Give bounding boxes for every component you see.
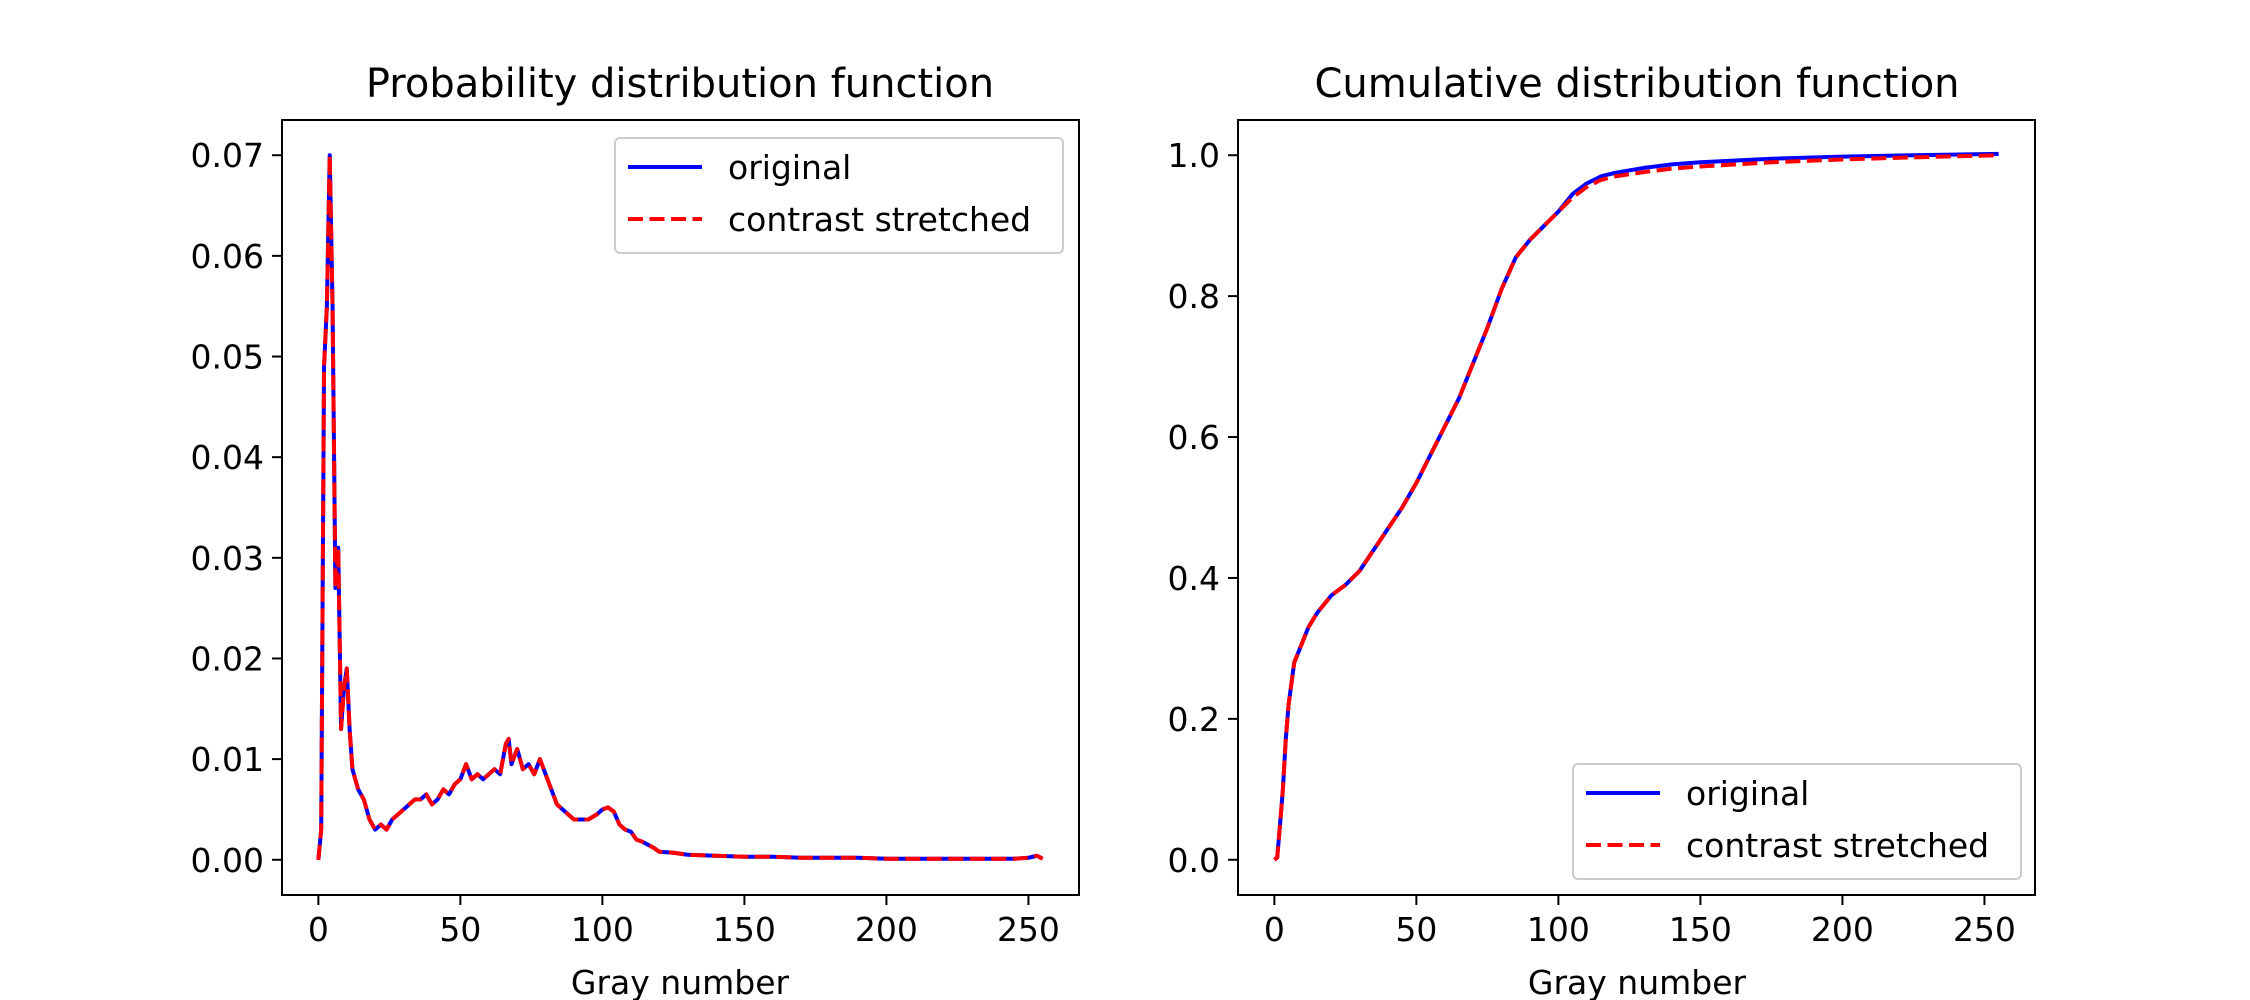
cdf-y-tick-label: 0.0 (1168, 841, 1220, 880)
pdf-x-tick-label: 200 (855, 910, 918, 949)
pdf-y-tick-label: 0.02 (191, 639, 264, 678)
pdf-axes-frame (281, 119, 1080, 896)
pdf-series-line-contrast-stretched (316, 153, 1044, 861)
cdf-y-tick-label: 1.0 (1168, 136, 1220, 175)
cdf-legend: original contrast stretched (1572, 763, 2022, 880)
cdf-x-tick-label: 200 (1811, 910, 1874, 949)
pdf-y-tick-label: 0.03 (191, 539, 264, 578)
cdf-y-tick-label: 0.4 (1168, 559, 1220, 598)
cdf-axes-frame (1237, 119, 2036, 896)
pdf-legend-box (614, 137, 1064, 254)
pdf-chart-title: Probability distribution function (366, 61, 994, 107)
pdf-plot-area (316, 153, 1044, 861)
pdf-x-tick-label: 50 (439, 910, 481, 949)
pdf-y-tick-label: 0.07 (191, 136, 264, 175)
cdf-series-line-original (1273, 151, 1999, 862)
pdf-x-tick-label: 100 (571, 910, 634, 949)
cdf-chart-title: Cumulative distribution function (1314, 61, 1959, 107)
cdf-legend-label: original (1686, 774, 1809, 813)
cdf-legend-box (1572, 763, 2022, 880)
cdf-x-tick-label: 150 (1669, 910, 1732, 949)
cdf-plot-area (1273, 151, 1999, 862)
pdf-y-tick-label: 0.05 (191, 338, 264, 377)
cdf-y-tick-label: 0.6 (1168, 418, 1220, 457)
pdf-legend-label: contrast stretched (728, 200, 1031, 239)
pdf-x-axis-label: Gray number (571, 963, 790, 1000)
pdf-legend-label: original (728, 148, 851, 187)
pdf-x-tick-label: 150 (713, 910, 776, 949)
cdf-y-tick-label: 0.8 (1168, 277, 1220, 316)
pdf-x-tick-label: 250 (997, 910, 1060, 949)
cdf-series-line-contrast-stretched (1273, 153, 1999, 862)
cdf-x-axis-label: Gray number (1528, 963, 1747, 1000)
cdf-chart: Cumulative distribution function Gray nu… (1168, 61, 2036, 1000)
cdf-x-tick-label: 0 (1264, 910, 1285, 949)
cdf-y-tick-label: 0.2 (1168, 700, 1220, 739)
pdf-x-tick-label: 0 (308, 910, 329, 949)
cdf-legend-label: contrast stretched (1686, 826, 1989, 865)
pdf-y-tick-label: 0.06 (191, 237, 264, 276)
pdf-y-tick-label: 0.00 (191, 841, 264, 880)
pdf-legend: original contrast stretched (614, 137, 1064, 254)
cdf-x-tick-label: 250 (1953, 910, 2016, 949)
pdf-y-tick-label: 0.01 (191, 740, 264, 779)
pdf-y-tick-label: 0.04 (191, 438, 264, 477)
cdf-x-tick-label: 100 (1527, 910, 1590, 949)
pdf-chart: Probability distribution function Gray n… (191, 61, 1080, 1000)
cdf-x-tick-label: 50 (1395, 910, 1437, 949)
